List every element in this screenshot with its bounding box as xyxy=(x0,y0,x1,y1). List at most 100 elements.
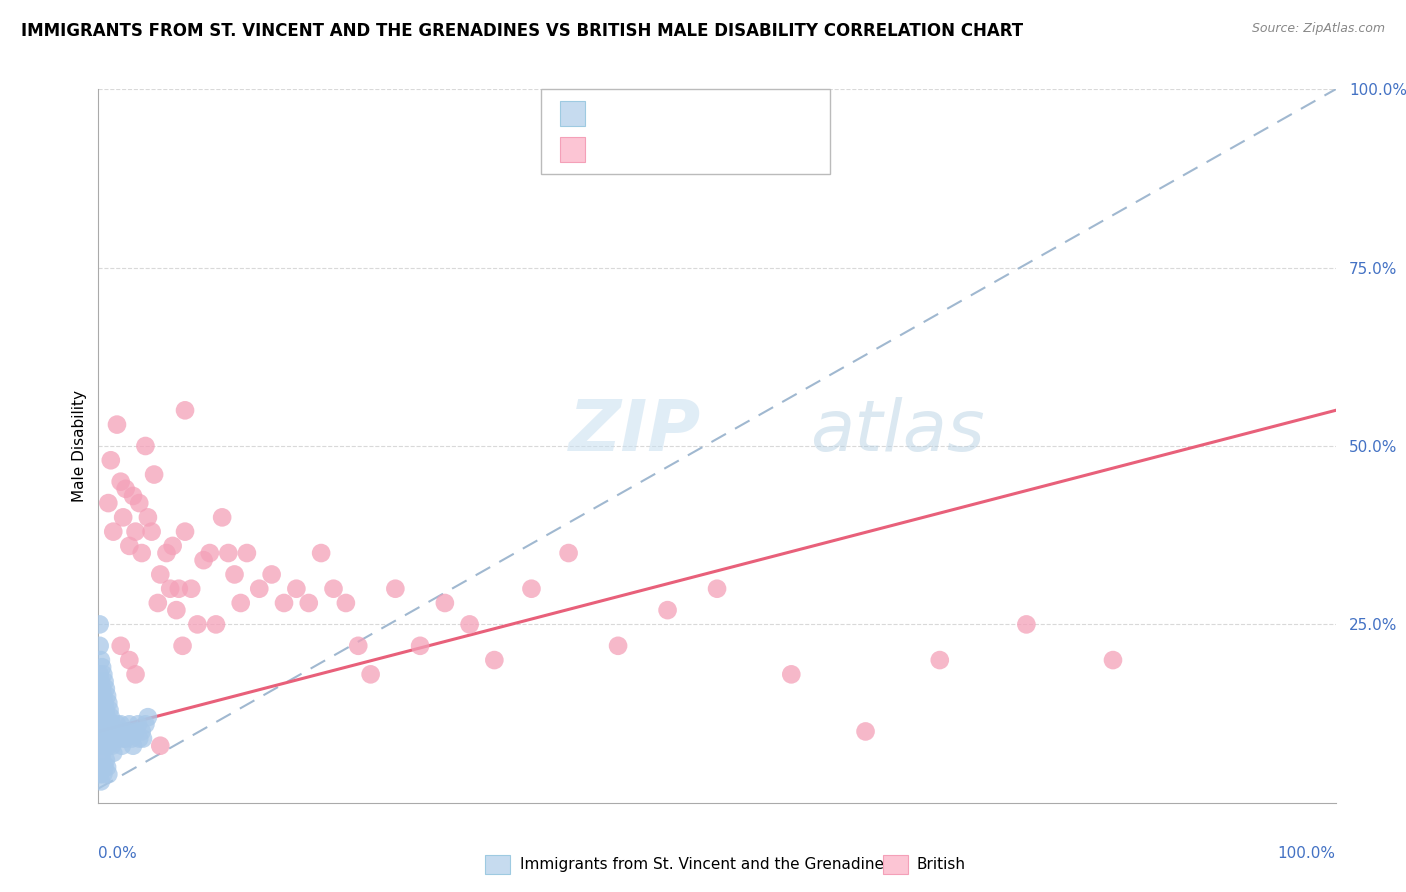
Point xyxy=(112,731,135,746)
Point xyxy=(285,582,308,596)
Point xyxy=(211,510,233,524)
Point xyxy=(172,639,194,653)
Text: R =: R = xyxy=(595,104,631,122)
Point xyxy=(174,403,197,417)
Point xyxy=(93,739,115,753)
Point xyxy=(90,717,112,731)
Point xyxy=(127,717,149,731)
Point xyxy=(236,546,259,560)
Point xyxy=(97,496,120,510)
Point xyxy=(128,496,150,510)
Point xyxy=(193,553,215,567)
Point xyxy=(89,667,111,681)
Point xyxy=(1102,653,1125,667)
Point xyxy=(128,731,150,746)
Point xyxy=(91,703,114,717)
Point xyxy=(298,596,321,610)
Point xyxy=(93,674,115,689)
Point xyxy=(96,731,118,746)
Point xyxy=(104,724,127,739)
Point xyxy=(607,639,630,653)
Point xyxy=(98,703,121,717)
Text: British: British xyxy=(917,857,966,871)
Point xyxy=(100,731,122,746)
Point xyxy=(103,731,125,746)
Point xyxy=(100,710,122,724)
Point xyxy=(90,760,112,774)
Point xyxy=(108,724,131,739)
Point xyxy=(111,739,134,753)
Point xyxy=(121,731,143,746)
Point xyxy=(93,710,115,724)
Text: Source: ZipAtlas.com: Source: ZipAtlas.com xyxy=(1251,22,1385,36)
Point xyxy=(97,696,120,710)
Point xyxy=(91,724,114,739)
Point xyxy=(94,753,117,767)
Point xyxy=(93,760,115,774)
Point xyxy=(90,674,112,689)
Point xyxy=(105,417,128,432)
Point xyxy=(114,731,136,746)
Point xyxy=(205,617,228,632)
Point xyxy=(136,510,159,524)
Point xyxy=(132,731,155,746)
Point xyxy=(93,731,115,746)
Point xyxy=(384,582,406,596)
Point xyxy=(309,546,332,560)
Point xyxy=(97,767,120,781)
Text: 100.0%: 100.0% xyxy=(1278,846,1336,861)
Point xyxy=(706,582,728,596)
Point xyxy=(91,753,114,767)
Y-axis label: Male Disability: Male Disability xyxy=(72,390,87,502)
Point xyxy=(131,546,153,560)
Point xyxy=(149,739,172,753)
Point xyxy=(557,546,579,560)
Point xyxy=(93,767,115,781)
Point xyxy=(94,703,117,717)
Point xyxy=(928,653,950,667)
Text: 0.164: 0.164 xyxy=(630,104,682,122)
Point xyxy=(149,567,172,582)
Point xyxy=(433,596,456,610)
Point xyxy=(118,717,141,731)
Point xyxy=(186,617,208,632)
Point xyxy=(855,724,877,739)
Point xyxy=(107,731,129,746)
Point xyxy=(174,524,197,539)
Point xyxy=(89,617,111,632)
Point xyxy=(100,453,122,467)
Point xyxy=(335,596,357,610)
Point xyxy=(180,582,202,596)
Text: Immigrants from St. Vincent and the Grenadines: Immigrants from St. Vincent and the Gren… xyxy=(520,857,893,871)
Point xyxy=(97,717,120,731)
Text: N =: N = xyxy=(700,104,737,122)
Point xyxy=(93,667,115,681)
Point xyxy=(112,724,135,739)
Point xyxy=(93,689,115,703)
Point xyxy=(93,696,115,710)
Point xyxy=(105,717,128,731)
Text: 70: 70 xyxy=(734,104,756,122)
Point xyxy=(131,724,153,739)
Point xyxy=(103,724,125,739)
Point xyxy=(118,653,141,667)
Point xyxy=(260,567,283,582)
Point xyxy=(273,596,295,610)
Point xyxy=(520,582,543,596)
Point xyxy=(89,767,111,781)
Point xyxy=(1015,617,1038,632)
Point xyxy=(94,681,117,696)
Point xyxy=(90,696,112,710)
Point xyxy=(224,567,246,582)
Point xyxy=(159,582,181,596)
Point xyxy=(114,482,136,496)
Point xyxy=(780,667,803,681)
Point xyxy=(134,439,156,453)
Point xyxy=(322,582,344,596)
Point xyxy=(94,724,117,739)
Text: 65: 65 xyxy=(734,141,756,159)
Point xyxy=(134,717,156,731)
Point xyxy=(155,546,177,560)
Point xyxy=(167,582,190,596)
Point xyxy=(458,617,481,632)
